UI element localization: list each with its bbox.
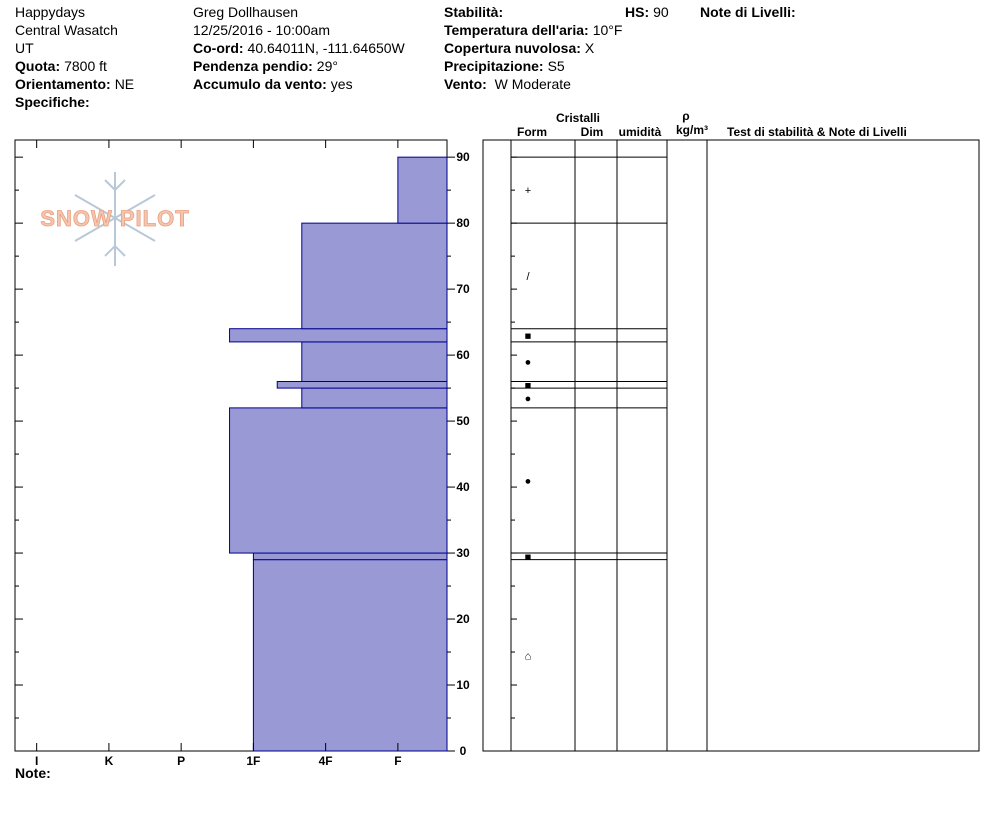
field-label: Quota: — [15, 58, 60, 74]
table-header: kg/m³ — [676, 123, 708, 137]
y-tick-label: 50 — [456, 414, 470, 428]
field-value: 7800 ft — [64, 58, 107, 74]
field-label: HS: — [625, 4, 649, 20]
field-label: Orientamento: — [15, 76, 111, 92]
header-field: Orientamento: NE — [15, 76, 134, 92]
y-tick-label: 40 — [456, 480, 470, 494]
header-field: Co-ord: 40.64011N, -111.64650W — [193, 40, 406, 56]
field-label: Specifiche: — [15, 94, 90, 110]
location: Central Wasatch — [15, 22, 118, 38]
layer-bar — [276, 380, 448, 389]
table-header: ρ — [682, 109, 689, 123]
table-header: Test di stabilità & Note di Livelli — [727, 125, 907, 139]
layer-bar — [301, 341, 448, 382]
header-field: Accumulo da vento: yes — [193, 76, 353, 92]
field-value: yes — [331, 76, 353, 92]
field-value: 90 — [653, 4, 669, 20]
layer-bar — [301, 222, 448, 330]
table-header: Form — [517, 125, 547, 139]
y-tick-label: 90 — [456, 150, 470, 164]
layer-bar — [397, 156, 448, 224]
layer-bar — [229, 328, 448, 343]
field-label: Precipitazione: — [444, 58, 544, 74]
x-tick-label: P — [177, 754, 185, 768]
layer-bar — [252, 559, 448, 752]
field-label: Co-ord: — [193, 40, 244, 56]
grain-form: ■ — [525, 380, 532, 392]
logo — [74, 172, 156, 266]
field-value: 40.64011N, -111.64650W — [248, 40, 406, 56]
layer-bar — [229, 407, 448, 554]
layer-bar — [301, 387, 448, 409]
grain-form: ● — [525, 475, 532, 487]
field-value: 29° — [317, 58, 338, 74]
field-value: 10°F — [593, 22, 623, 38]
header-field: Vento: W Moderate — [444, 76, 571, 92]
field-value: X — [585, 40, 595, 56]
header-field: Quota: 7800 ft — [15, 58, 107, 74]
field-value: NE — [115, 76, 134, 92]
y-tick-label: 60 — [456, 348, 470, 362]
header-field: Pendenza pendio: 29° — [193, 58, 338, 74]
y-tick-label: 20 — [456, 612, 470, 626]
field-label: Temperatura dell'aria: — [444, 22, 589, 38]
grain-form: ⌂ — [525, 650, 532, 662]
field-label: Stabilità: — [444, 4, 503, 20]
location: Happydays — [15, 4, 85, 20]
x-tick-label: I — [35, 754, 38, 768]
header-field: Precipitazione: S5 — [444, 58, 565, 74]
logo-text: SNOW PILOT — [40, 206, 189, 231]
field-value: S5 — [548, 58, 565, 74]
grain-form: + — [525, 185, 531, 197]
y-tick-label: 80 — [456, 216, 470, 230]
header-field: Stabilità: — [444, 4, 503, 20]
field-label: Accumulo da vento: — [193, 76, 327, 92]
header-field: Copertura nuvolosa: X — [444, 40, 595, 56]
table-header: Dim — [581, 125, 604, 139]
grain-form: / — [526, 271, 530, 283]
header-field: Temperatura dell'aria: 10°F — [444, 22, 622, 38]
field-label: Vento: — [444, 76, 487, 92]
table-frame — [482, 139, 980, 752]
grain-form: ■ — [525, 551, 532, 563]
x-tick-label: 1F — [246, 754, 260, 768]
datetime: 12/25/2016 - 10:00am — [193, 22, 330, 38]
y-tick-label: 70 — [456, 282, 470, 296]
field-label: Copertura nuvolosa: — [444, 40, 581, 56]
header-field: HS: 90 — [625, 4, 669, 20]
y-tick-label: 30 — [456, 546, 470, 560]
observer: Greg Dollhausen — [193, 4, 298, 20]
header-field: Note di Livelli: — [700, 4, 796, 20]
field-label: Pendenza pendio: — [193, 58, 313, 74]
x-tick-label: F — [394, 754, 401, 768]
header-field: Specifiche: — [15, 94, 90, 110]
x-tick-label: 4F — [319, 754, 333, 768]
y-tick-label: 0 — [460, 744, 467, 758]
layer-bar — [252, 552, 448, 561]
grain-form: ● — [525, 357, 532, 369]
table-header: umidità — [619, 125, 662, 139]
table-header: Cristalli — [556, 111, 600, 125]
y-tick-label: 10 — [456, 678, 470, 692]
grain-form: ■ — [525, 330, 532, 342]
x-tick-label: K — [105, 754, 114, 768]
footer-note: Note: — [15, 765, 51, 781]
field-label: Note di Livelli: — [700, 4, 796, 20]
location: UT — [15, 40, 34, 56]
field-value: W Moderate — [491, 76, 571, 92]
grain-form: ● — [525, 393, 532, 405]
